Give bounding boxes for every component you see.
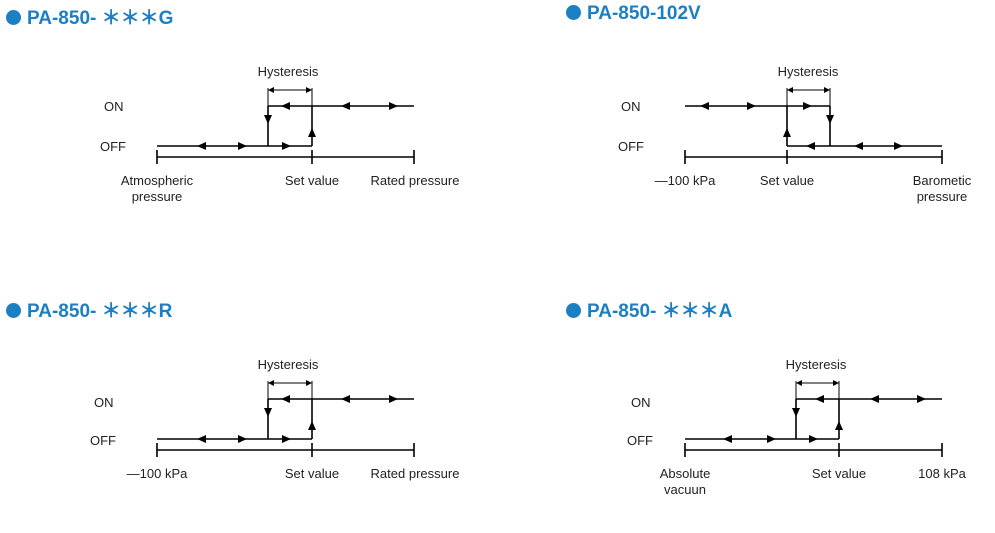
hysteresis-diagram <box>156 380 415 457</box>
axis-left-label: —100 kPa <box>654 173 716 188</box>
on-label: ON <box>94 395 114 410</box>
off-label: OFF <box>627 433 653 448</box>
axis-left-label: Absolute vacuun <box>659 466 711 497</box>
hysteresis-label: Hysteresis <box>785 357 847 372</box>
on-label: ON <box>631 395 651 410</box>
on-label: ON <box>104 99 124 114</box>
bullet-icon <box>6 10 21 25</box>
diagram-title: PA-850-102V <box>566 3 701 25</box>
off-label: OFF <box>90 433 116 448</box>
hysteresis-diagram <box>684 87 943 164</box>
diagram-title: PA-850- ＊＊＊R <box>6 296 172 323</box>
axis-mid-label: Set value <box>284 466 340 481</box>
axis-mid-label: Set value <box>811 466 867 481</box>
hysteresis-diagram <box>156 87 415 164</box>
bullet-icon <box>566 303 581 318</box>
diagram-title: PA-850- ＊＊＊A <box>566 296 732 323</box>
off-label: OFF <box>100 139 126 154</box>
axis-right-label: 108 kPa <box>918 466 966 481</box>
hysteresis-label: Hysteresis <box>257 357 319 372</box>
diagram-panel-r: PA-850- ＊＊＊R Hysteresis ON OFF —100 kPa … <box>0 293 470 533</box>
hysteresis-diagram <box>684 380 943 457</box>
axis-mid-label: Set value <box>759 173 815 188</box>
bullet-icon <box>566 5 581 20</box>
diagram-title: PA-850- ＊＊＊G <box>6 3 173 30</box>
hysteresis-label: Hysteresis <box>257 64 319 79</box>
diagram-panel-g: PA-850- ＊＊＊G Hysteresis ON OFF Atmospher… <box>0 0 470 240</box>
axis-right-label: Barometic pressure <box>912 173 972 204</box>
axis-left-label: —100 kPa <box>126 466 188 481</box>
hysteresis-label: Hysteresis <box>777 64 839 79</box>
bullet-icon <box>6 303 21 318</box>
axis-right-label: Rated pressure <box>370 466 460 481</box>
off-label: OFF <box>618 139 644 154</box>
diagram-panel-102v: PA-850-102V Hysteresis ON OFF —100 kPa S… <box>560 0 995 240</box>
on-label: ON <box>621 99 641 114</box>
axis-left-label: Atmospheric pressure <box>120 173 194 204</box>
axis-right-label: Rated pressure <box>370 173 460 188</box>
diagram-panel-a: PA-850- ＊＊＊A Hysteresis ON OFF Absolute … <box>560 293 995 533</box>
axis-mid-label: Set value <box>284 173 340 188</box>
